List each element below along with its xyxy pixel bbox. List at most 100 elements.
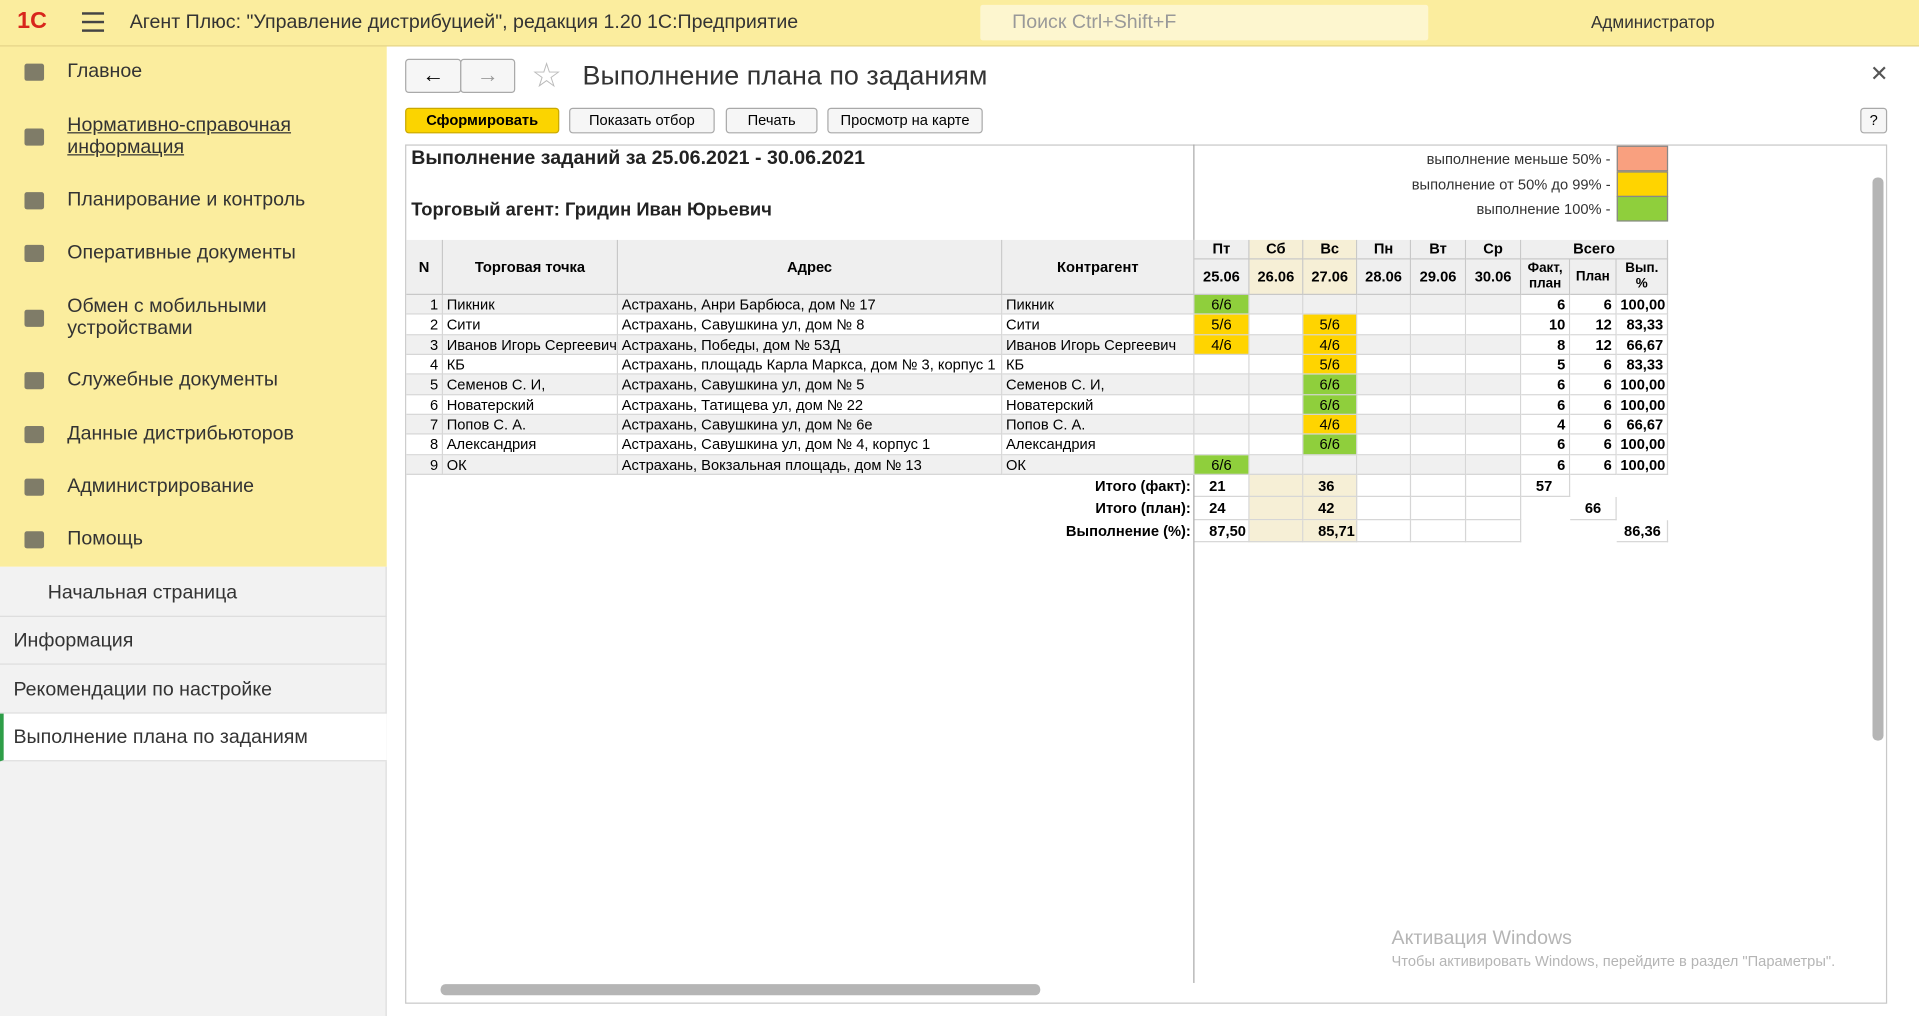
totals-day-cell: [1411, 520, 1467, 543]
point-name: Попов С. А.: [443, 415, 619, 436]
help-button[interactable]: ?: [1860, 107, 1888, 134]
point-name: Александрия: [443, 435, 619, 456]
day-cell: [1303, 455, 1358, 476]
sidebar-section[interactable]: Администрирование: [67, 476, 255, 497]
counterparty: Александрия: [1002, 435, 1195, 456]
row-number: 5: [406, 375, 444, 396]
fact-cell: 6: [1521, 455, 1571, 476]
row-number: 1: [406, 295, 444, 316]
column-header: Контрагент: [1002, 239, 1195, 296]
plan-cell: 6: [1570, 415, 1617, 436]
totals-day-cell: 36: [1303, 474, 1358, 497]
row-number: 2: [406, 315, 444, 336]
open-window-label[interactable]: Начальная страница: [47, 582, 238, 604]
open-window-tab[interactable]: [0, 617, 387, 666]
open-window-tab[interactable]: [0, 569, 387, 617]
row-number: 6: [406, 395, 444, 416]
open-window-label[interactable]: Выполнение плана по заданиям: [13, 726, 308, 748]
legend-label: выполнение меньше 50% -: [1426, 150, 1611, 168]
day-cell: [1249, 415, 1304, 436]
day-cell: [1357, 295, 1412, 316]
point-name: Новатерский: [443, 395, 619, 416]
v-scrollbar[interactable]: [1872, 177, 1884, 741]
day-cell: [1466, 395, 1522, 416]
day-name-header: Пн: [1357, 239, 1412, 260]
generate-button[interactable]: Сформировать: [405, 107, 560, 134]
open-window-tab[interactable]: [0, 713, 387, 762]
fact-cell: 4: [1521, 415, 1571, 436]
sidebar-section[interactable]: Нормативно-справочная информация: [67, 115, 292, 158]
sidebar-section[interactable]: Главное: [67, 61, 143, 83]
sidebar-section[interactable]: Планирование и контроль: [67, 189, 306, 211]
user-name[interactable]: Администратор: [1591, 12, 1715, 32]
day-cell: [1194, 435, 1250, 456]
fact-cell: 8: [1521, 335, 1571, 356]
day-cell: [1466, 355, 1522, 376]
close-form[interactable]: ✕: [1870, 61, 1889, 86]
address: Астрахань, Татищева ул, дом № 22: [618, 395, 1003, 416]
column-header: N: [406, 239, 444, 296]
sidebar: [0, 46, 387, 567]
day-cell: [1357, 435, 1412, 456]
title-bar: [0, 0, 1919, 47]
totals-label: Выполнение (%):: [1065, 522, 1191, 540]
percent-cell: 66,67: [1616, 415, 1669, 436]
percent-cell: 66,67: [1616, 335, 1669, 356]
watermark-text: Чтобы активировать Windows, перейдите в …: [1391, 952, 1836, 970]
nav-back[interactable]: ←: [405, 58, 462, 94]
fact-cell: 6: [1521, 375, 1571, 396]
day-cell: [1249, 315, 1304, 336]
sidebar-section[interactable]: Служебные документы: [67, 369, 278, 391]
report-agent: Торговый агент: Гридин Иван Юрьевич: [411, 199, 772, 221]
day-cell: [1466, 435, 1522, 456]
nav-forward[interactable]: →: [460, 58, 516, 94]
toolbar-button[interactable]: Показать отбор: [569, 107, 715, 134]
open-window-label[interactable]: Информация: [13, 630, 134, 652]
total-column-header: Факт, план: [1521, 259, 1571, 296]
day-cell: 4/6: [1194, 335, 1250, 356]
open-window-label[interactable]: Рекомендации по настройке: [13, 678, 273, 700]
row-number: 7: [406, 415, 444, 436]
section-icon: [24, 63, 45, 81]
legend-label: выполнение 100% -: [1476, 201, 1611, 219]
totals-day-cell: 42: [1303, 496, 1358, 521]
day-name-header: Ср: [1466, 239, 1522, 260]
day-cell: [1357, 355, 1412, 376]
search-placeholder[interactable]: Поиск Ctrl+Shift+F: [1012, 12, 1177, 34]
day-date-header: 30.06: [1466, 259, 1522, 296]
totals-total-cell: 66: [1570, 496, 1617, 521]
counterparty: КБ: [1002, 355, 1195, 376]
plan-cell: 12: [1570, 315, 1617, 336]
open-windows-panel: [0, 566, 387, 1016]
sidebar-section[interactable]: Обмен с мобильными устройствами: [67, 296, 267, 340]
day-cell: [1357, 455, 1412, 476]
h-scrollbar[interactable]: [440, 984, 1041, 996]
toolbar-button[interactable]: Печать: [725, 107, 818, 134]
day-name-header: Пт: [1194, 239, 1250, 260]
totals-day-cell: [1411, 474, 1467, 497]
day-cell: [1194, 355, 1250, 376]
open-window-tab[interactable]: [0, 665, 387, 714]
day-date-header: 27.06: [1303, 259, 1358, 296]
sidebar-section[interactable]: Данные дистрибьюторов: [67, 423, 294, 445]
address: Астрахань, Савушкина ул, дом № 6е: [618, 415, 1003, 436]
search-box[interactable]: [980, 4, 1429, 41]
total-column-header: План: [1570, 259, 1617, 296]
legend-swatch: [1616, 170, 1669, 197]
totals-day-cell: [1411, 496, 1467, 521]
day-cell: [1357, 415, 1412, 436]
day-cell: [1411, 355, 1467, 376]
totals-label: Итого (план):: [1095, 499, 1191, 517]
toolbar-button[interactable]: Просмотр на карте: [827, 107, 983, 134]
plan-cell: 6: [1570, 295, 1617, 316]
favorite-star[interactable]: ☆: [531, 56, 562, 95]
row-number: 8: [406, 435, 444, 456]
totals-day-cell: [1249, 474, 1304, 497]
sidebar-section[interactable]: Помощь: [67, 528, 143, 550]
day-cell: [1357, 375, 1412, 396]
sidebar-section[interactable]: Оперативные документы: [67, 242, 296, 264]
percent-cell: 100,00: [1616, 435, 1669, 456]
menu-icon[interactable]: [81, 12, 105, 32]
address: Астрахань, Савушкина ул, дом № 8: [618, 315, 1003, 336]
